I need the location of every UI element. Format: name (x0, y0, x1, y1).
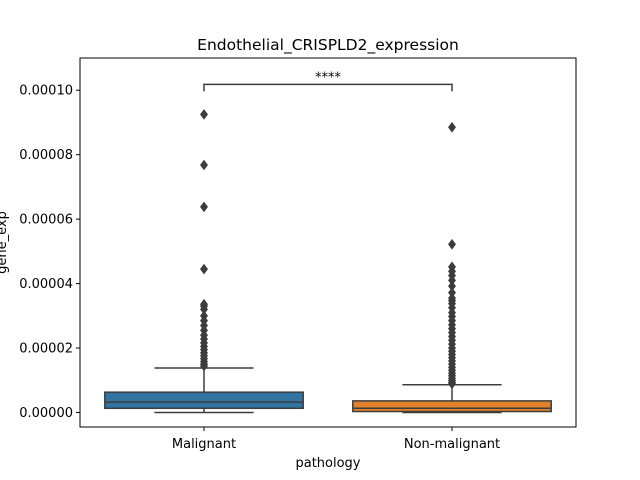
outlier-point (448, 378, 456, 390)
y-tick-label: 0.00000 (19, 406, 73, 421)
y-tick-label: 0.00010 (19, 84, 73, 99)
y-tick-label: 0.00004 (19, 277, 73, 292)
outlier-point (200, 360, 208, 372)
x-axis-title: pathology (295, 456, 360, 471)
outlier-point (200, 109, 208, 120)
significance-bracket (203, 83, 453, 92)
outlier-point (200, 201, 208, 213)
chart-title: Endothelial_CRISPLD2_expression (197, 36, 459, 55)
y-tick-label: 0.00006 (19, 213, 73, 228)
outlier-point (448, 121, 456, 133)
significance-label: **** (315, 70, 342, 85)
outlier-point (448, 238, 456, 250)
x-tick-label: Non-malignant (404, 437, 500, 452)
y-tick-label: 0.00008 (19, 148, 73, 163)
plot-frame (79, 57, 577, 428)
x-axis: Malignant Non-malignant (172, 427, 500, 452)
box-non-malignant (352, 121, 552, 414)
box-iqr (352, 400, 552, 413)
outlier-point (200, 159, 208, 171)
outlier-point (200, 263, 208, 275)
box-malignant (104, 109, 304, 414)
y-tick-label: 0.00002 (19, 342, 73, 357)
boxes-layer (104, 109, 552, 414)
significance-annotation: **** (203, 70, 453, 92)
y-axis-title: gene_exp (0, 211, 10, 274)
y-axis: 0.00000 0.00002 0.00004 0.00006 0.00008 0.000… (19, 84, 80, 421)
x-tick-label: Malignant (172, 437, 236, 452)
box-iqr (104, 391, 304, 410)
